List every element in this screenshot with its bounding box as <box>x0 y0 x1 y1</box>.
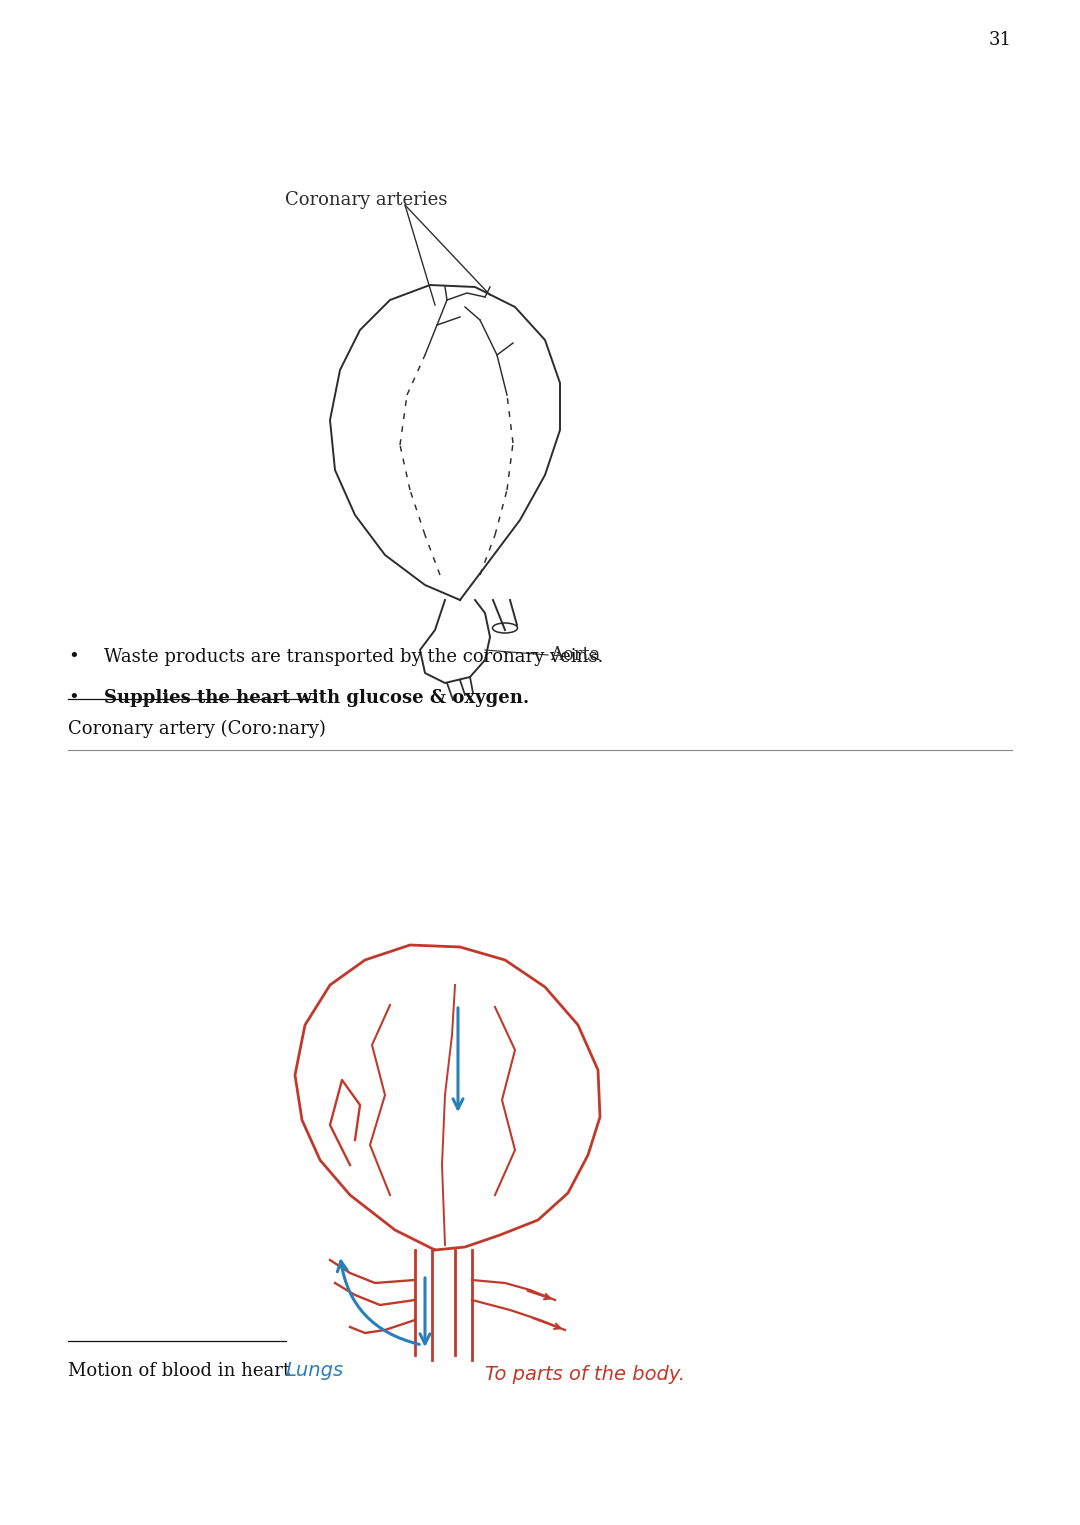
Text: •: • <box>68 689 79 708</box>
Text: •: • <box>68 648 79 666</box>
Text: Coronary arteries: Coronary arteries <box>285 191 447 209</box>
Text: Motion of blood in heart: Motion of blood in heart <box>68 1362 291 1380</box>
Text: Waste products are transported by the coronary veins.: Waste products are transported by the co… <box>104 648 603 666</box>
Text: To parts of the body.: To parts of the body. <box>485 1365 685 1385</box>
Text: Supplies the heart with glucose & oxygen.: Supplies the heart with glucose & oxygen… <box>104 689 529 708</box>
Text: Coronary artery (Coro:nary): Coronary artery (Coro:nary) <box>68 720 326 738</box>
Text: Aorta: Aorta <box>550 647 600 663</box>
Text: Lungs: Lungs <box>285 1360 343 1380</box>
Text: 31: 31 <box>989 30 1012 49</box>
